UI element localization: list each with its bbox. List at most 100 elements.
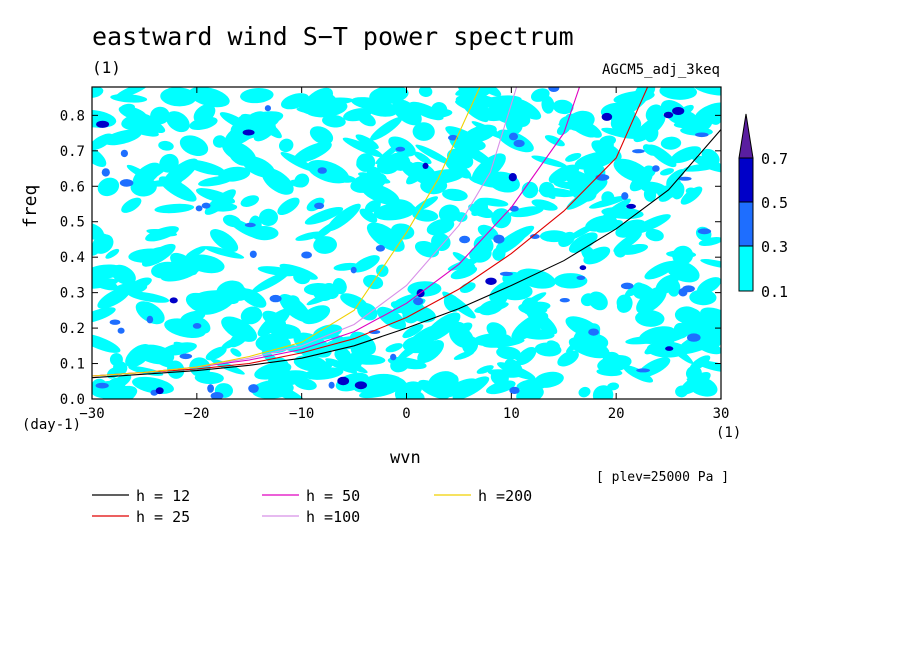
contour-blob — [240, 195, 260, 207]
contour-blob — [334, 347, 352, 363]
contour-peak — [530, 234, 540, 239]
contour-blob — [160, 261, 202, 282]
contour-peak — [101, 168, 110, 177]
contour-blob — [565, 152, 582, 162]
contour-blob — [617, 127, 648, 136]
contour-peak — [621, 192, 629, 200]
contour-peak — [663, 111, 674, 119]
chart-title: eastward wind S−T power spectrum — [92, 22, 574, 51]
contour-blob — [450, 266, 478, 280]
contour-blob — [92, 307, 116, 324]
contour-blob — [689, 289, 717, 306]
contour-blob — [158, 140, 174, 151]
contour-blob — [109, 353, 123, 366]
contour-blob — [524, 292, 547, 306]
colorbar-label: 0.1 — [761, 283, 788, 301]
contour-blob — [459, 282, 476, 293]
contour-peak — [244, 222, 256, 228]
contour-blob — [222, 214, 242, 228]
contour-blob — [205, 346, 227, 361]
contour-peak — [620, 282, 634, 290]
contour-peak — [155, 387, 164, 395]
contour-blob — [452, 251, 476, 269]
contour-blob — [445, 126, 485, 149]
contour-blob — [356, 111, 376, 127]
contour-peak — [249, 250, 257, 258]
contour-blob — [431, 102, 448, 118]
contour-blob — [471, 153, 506, 183]
contour-blob — [106, 374, 132, 392]
contour-blob — [596, 220, 623, 233]
contour-blob — [539, 230, 569, 243]
contour-blob — [421, 169, 465, 185]
contour-blob — [92, 146, 107, 167]
x-tick-label: −30 — [79, 406, 104, 422]
x-tick-label: 30 — [713, 406, 730, 422]
contour-blob — [406, 165, 430, 185]
contour-blob — [97, 177, 120, 197]
contour-blob — [454, 212, 468, 223]
contour-blob — [376, 306, 407, 330]
colorbar-label: 0.5 — [761, 194, 788, 212]
contour-blob — [685, 365, 702, 381]
contour-blob — [583, 246, 611, 265]
y-tick-label: 0.0 — [60, 392, 85, 408]
contour-blob — [622, 365, 654, 383]
contour-blob — [592, 385, 614, 399]
contour-peak — [678, 176, 692, 181]
contour-blob — [607, 382, 620, 391]
contour-blob — [92, 133, 114, 151]
contour-blob — [259, 208, 278, 227]
contour-blob — [361, 183, 400, 205]
contour-peak — [509, 132, 518, 141]
contour-blob — [521, 181, 539, 199]
contour-blob — [413, 196, 439, 212]
contour-blob — [120, 103, 135, 112]
y-tick-label: 0.1 — [60, 357, 85, 373]
contour-blob — [267, 383, 304, 399]
contour-blob — [136, 344, 175, 365]
colorbar-extend — [738, 113, 754, 159]
contour-blob — [293, 332, 332, 358]
contour-blob — [496, 346, 521, 360]
contour-peak — [119, 179, 134, 187]
colorbar-label: 0.3 — [761, 238, 788, 256]
contour-peak — [579, 265, 587, 271]
contour-peak — [448, 134, 458, 141]
contour-blob — [377, 154, 401, 175]
contour-blob — [638, 357, 671, 378]
x-tick-label: −10 — [289, 406, 314, 422]
contour-blob — [356, 156, 371, 169]
contour-blob — [659, 87, 697, 100]
contour-peak — [695, 132, 709, 138]
contour-blob — [387, 356, 427, 370]
contour-peak — [337, 376, 350, 386]
contour-blob — [135, 301, 165, 325]
contour-blob — [700, 106, 715, 121]
contour-blob — [350, 339, 367, 359]
contour-peak — [665, 346, 674, 351]
contour-peak — [96, 120, 110, 128]
y-tick-label: 0.2 — [60, 321, 85, 337]
contour-peak — [328, 381, 335, 389]
contour-peak — [601, 112, 613, 121]
contour-peak — [264, 105, 271, 112]
x-tick-label: 0 — [402, 406, 410, 422]
contour-blob — [492, 105, 530, 125]
contour-blob — [685, 187, 698, 196]
contour-blob — [452, 376, 490, 399]
contour-blob — [366, 166, 382, 183]
contour-blob — [194, 371, 224, 385]
contour-blob — [679, 372, 711, 395]
contour-blob — [342, 137, 384, 158]
contour-blob — [251, 271, 290, 293]
contour-blob — [325, 358, 358, 374]
contour-blob — [693, 87, 721, 96]
contour-peak — [395, 146, 406, 152]
contour-blob — [445, 373, 459, 389]
contour-peak — [390, 353, 397, 361]
contour-blob — [578, 386, 591, 398]
contour-peak — [317, 167, 327, 174]
contour-blob — [696, 277, 721, 295]
contour-peak — [499, 271, 513, 276]
